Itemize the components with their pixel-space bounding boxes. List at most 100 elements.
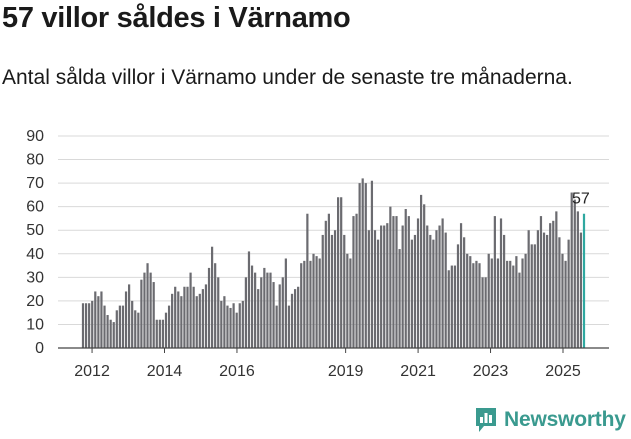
bar bbox=[407, 216, 410, 348]
bar bbox=[272, 282, 275, 348]
chart-title: 57 villor såldes i Värnamo bbox=[2, 2, 351, 34]
bar bbox=[106, 315, 109, 348]
bar bbox=[512, 265, 515, 348]
bar bbox=[343, 234, 346, 348]
bar bbox=[373, 230, 377, 348]
bar bbox=[582, 213, 586, 348]
bar bbox=[229, 307, 232, 348]
last-value-annotation: 57 bbox=[572, 191, 590, 208]
bar bbox=[318, 258, 321, 348]
bar bbox=[167, 305, 171, 348]
bar bbox=[88, 303, 91, 348]
bar bbox=[207, 267, 211, 348]
bar bbox=[456, 244, 460, 348]
bar bbox=[527, 230, 530, 348]
x-tick-label: 2025 bbox=[545, 363, 581, 380]
bar bbox=[370, 180, 374, 348]
bar bbox=[287, 305, 291, 348]
bar bbox=[561, 253, 564, 348]
bar bbox=[429, 234, 432, 348]
bar bbox=[180, 296, 183, 348]
bar bbox=[281, 277, 284, 348]
bar bbox=[210, 246, 214, 348]
bar bbox=[423, 204, 426, 348]
bar bbox=[269, 272, 272, 348]
bar bbox=[438, 225, 441, 348]
bar bbox=[250, 265, 254, 348]
bar bbox=[518, 272, 521, 348]
bar bbox=[410, 239, 413, 348]
bar bbox=[401, 225, 404, 348]
bar bbox=[364, 183, 367, 348]
bar bbox=[450, 265, 453, 348]
x-tick-label: 2019 bbox=[328, 363, 364, 380]
bar bbox=[192, 286, 195, 348]
bar bbox=[475, 260, 478, 348]
bar bbox=[570, 192, 573, 348]
bar bbox=[386, 223, 389, 348]
bar bbox=[183, 286, 186, 348]
bar bbox=[361, 178, 364, 348]
bar bbox=[198, 293, 201, 348]
bar bbox=[275, 305, 278, 348]
bar bbox=[337, 197, 340, 348]
bar bbox=[542, 232, 546, 348]
bar bbox=[94, 291, 97, 348]
bar bbox=[97, 296, 100, 348]
bar bbox=[576, 211, 579, 348]
bar bbox=[552, 220, 555, 348]
bar bbox=[536, 230, 540, 348]
bar bbox=[499, 218, 503, 348]
bar bbox=[260, 277, 263, 348]
y-tick-label: 80 bbox=[26, 152, 44, 169]
bar bbox=[367, 230, 370, 348]
bar bbox=[416, 218, 420, 348]
bar bbox=[463, 237, 466, 348]
bar bbox=[579, 232, 583, 348]
bar bbox=[327, 213, 330, 348]
bar bbox=[472, 263, 475, 348]
y-tick-label: 10 bbox=[26, 316, 44, 333]
bar bbox=[432, 239, 435, 348]
bar bbox=[441, 218, 444, 348]
bar bbox=[444, 232, 447, 348]
bar bbox=[466, 253, 469, 348]
x-tick-label: 2014 bbox=[147, 363, 183, 380]
bar bbox=[263, 267, 266, 348]
bar bbox=[204, 284, 208, 348]
bar bbox=[158, 319, 161, 348]
bar bbox=[164, 312, 168, 348]
y-tick-label: 90 bbox=[26, 128, 44, 145]
bar bbox=[502, 234, 506, 348]
bar bbox=[496, 258, 500, 348]
bar bbox=[91, 300, 94, 348]
chart-subtitle: Antal sålda villor i Värnamo under de se… bbox=[2, 66, 573, 89]
bar bbox=[254, 272, 257, 348]
bar bbox=[573, 199, 576, 348]
bar bbox=[426, 225, 429, 348]
bar bbox=[214, 263, 217, 348]
bar bbox=[241, 300, 244, 348]
bar bbox=[152, 282, 155, 348]
bar bbox=[524, 253, 527, 348]
bar bbox=[293, 289, 297, 348]
bar bbox=[447, 270, 450, 348]
bar bbox=[127, 284, 131, 348]
bar bbox=[376, 239, 380, 348]
bar bbox=[257, 289, 260, 348]
y-tick-label: 20 bbox=[26, 293, 44, 310]
bar bbox=[189, 272, 192, 348]
bar bbox=[137, 312, 140, 348]
bar bbox=[131, 300, 134, 348]
bar bbox=[380, 225, 383, 348]
bar bbox=[278, 284, 281, 348]
newsworthy-logo[interactable]: Newsworthy bbox=[474, 404, 626, 436]
bar bbox=[567, 239, 570, 348]
bar bbox=[487, 253, 490, 348]
bar bbox=[469, 256, 472, 348]
bar bbox=[533, 244, 536, 348]
y-tick-label: 0 bbox=[35, 340, 44, 357]
bar bbox=[223, 296, 226, 348]
bar bbox=[515, 256, 518, 348]
bar bbox=[564, 260, 567, 348]
